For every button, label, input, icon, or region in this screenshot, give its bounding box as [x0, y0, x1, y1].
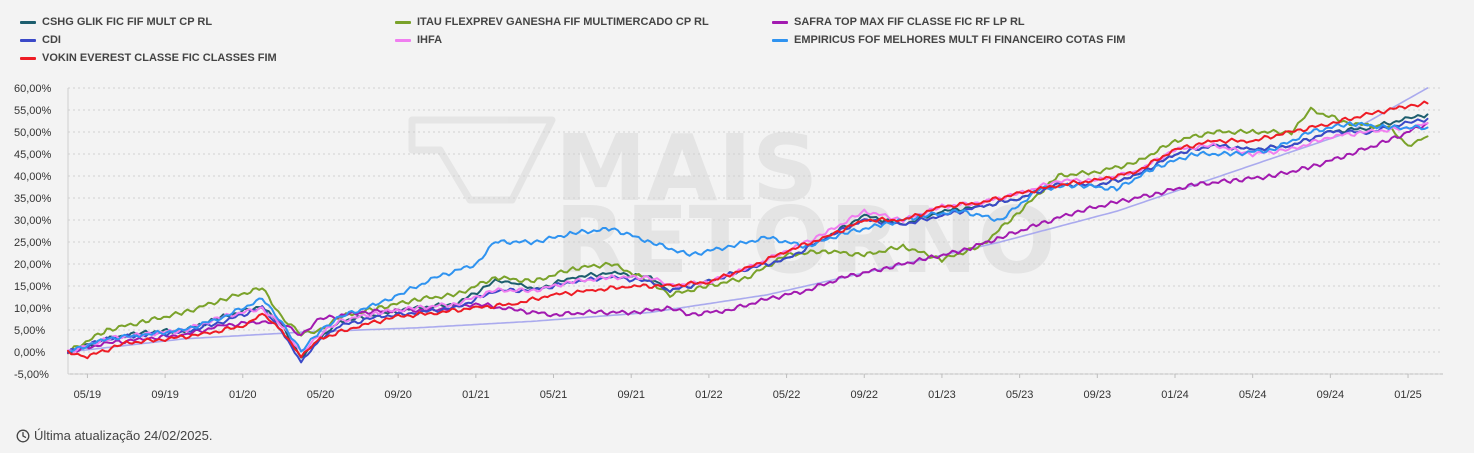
x-tick-label: 01/22 [695, 389, 723, 401]
x-tick-label: 01/24 [1161, 389, 1189, 401]
y-tick-label: 45,00% [14, 149, 52, 161]
y-tick-label: 35,00% [14, 193, 52, 205]
legend-label: VOKIN EVEREST CLASSE FIC CLASSES FIM [42, 52, 277, 64]
y-tick-label: 55,00% [14, 105, 52, 117]
x-tick-label: 01/25 [1394, 389, 1422, 401]
y-tick-label: -5,00% [14, 369, 49, 381]
x-tick-label: 05/19 [74, 389, 102, 401]
watermark-logo [408, 116, 556, 204]
line-chart: MAISRETORNO60,00%55,00%50,00%45,00%40,00… [14, 83, 1443, 401]
legend-item[interactable]: ITAU FLEXPREV GANESHA FIF MULTIMERCADO C… [395, 16, 709, 28]
y-tick-label: 0,00% [14, 347, 45, 359]
legend-item[interactable]: SAFRA TOP MAX FIF CLASSE FIC RF LP RL [772, 16, 1025, 28]
footer-update: Última atualização 24/02/2025. [16, 428, 213, 443]
legend-item[interactable]: VOKIN EVEREST CLASSE FIC CLASSES FIM [20, 52, 277, 64]
legend-swatch [20, 56, 36, 60]
y-tick-label: 10,00% [14, 303, 52, 315]
series-line [67, 122, 1429, 354]
x-tick-label: 09/22 [850, 389, 878, 401]
y-tick-label: 5,00% [14, 325, 45, 337]
series-line [67, 100, 1429, 360]
x-tick-label: 01/23 [928, 389, 956, 401]
legend-swatch [20, 20, 36, 24]
legend-swatch [20, 38, 36, 42]
x-tick-label: 05/22 [773, 389, 801, 401]
legend-label: ITAU FLEXPREV GANESHA FIF MULTIMERCADO C… [417, 16, 709, 28]
x-tick-label: 05/24 [1239, 389, 1267, 401]
x-tick-label: 05/21 [540, 389, 568, 401]
legend-swatch [772, 20, 788, 24]
y-tick-label: 25,00% [14, 237, 52, 249]
legend-swatch [395, 38, 411, 42]
legend-item[interactable]: IHFA [395, 34, 442, 46]
x-tick-label: 09/21 [617, 389, 645, 401]
legend-label: CSHG GLIK FIC FIF MULT CP RL [42, 16, 213, 28]
last-update-text: Última atualização 24/02/2025. [34, 428, 213, 443]
series-line [67, 122, 1429, 354]
x-tick-label: 09/24 [1317, 389, 1345, 401]
y-tick-label: 60,00% [14, 83, 52, 95]
legend-label: IHFA [417, 34, 443, 46]
x-tick-label: 09/20 [384, 389, 412, 401]
x-tick-label: 01/20 [229, 389, 257, 401]
legend-item[interactable]: CSHG GLIK FIC FIF MULT CP RL [20, 16, 212, 28]
y-tick-label: 40,00% [14, 171, 52, 183]
legend-label: SAFRA TOP MAX FIF CLASSE FIC RF LP RL [794, 16, 1025, 28]
y-tick-label: 15,00% [14, 281, 52, 293]
legend-label: EMPIRICUS FOF MELHORES MULT FI FINANCEIR… [794, 34, 1126, 46]
y-tick-label: 50,00% [14, 127, 52, 139]
watermark-text: MAIS [555, 115, 818, 222]
series-line [67, 106, 1429, 355]
y-tick-label: 30,00% [14, 215, 52, 227]
series-line [67, 121, 1429, 353]
x-tick-label: 05/20 [307, 389, 335, 401]
x-tick-label: 09/23 [1084, 389, 1112, 401]
x-tick-label: 01/21 [462, 389, 490, 401]
legend-swatch [395, 20, 411, 24]
clock-icon [16, 429, 30, 442]
legend-item[interactable]: EMPIRICUS FOF MELHORES MULT FI FINANCEIR… [772, 34, 1125, 46]
legend-label: CDI [42, 34, 61, 46]
legend-swatch [772, 38, 788, 42]
legend-item[interactable]: CDI [20, 34, 61, 46]
x-tick-label: 09/19 [151, 389, 179, 401]
x-tick-label: 05/23 [1006, 389, 1034, 401]
chart-legend: CSHG GLIK FIC FIF MULT CP RL ITAU FLEXPRE… [20, 16, 1460, 76]
y-tick-label: 20,00% [14, 259, 52, 271]
